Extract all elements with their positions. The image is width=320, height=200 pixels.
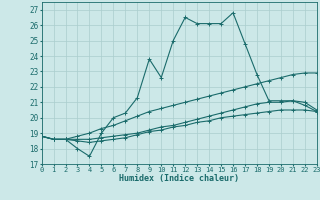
X-axis label: Humidex (Indice chaleur): Humidex (Indice chaleur) (119, 174, 239, 183)
